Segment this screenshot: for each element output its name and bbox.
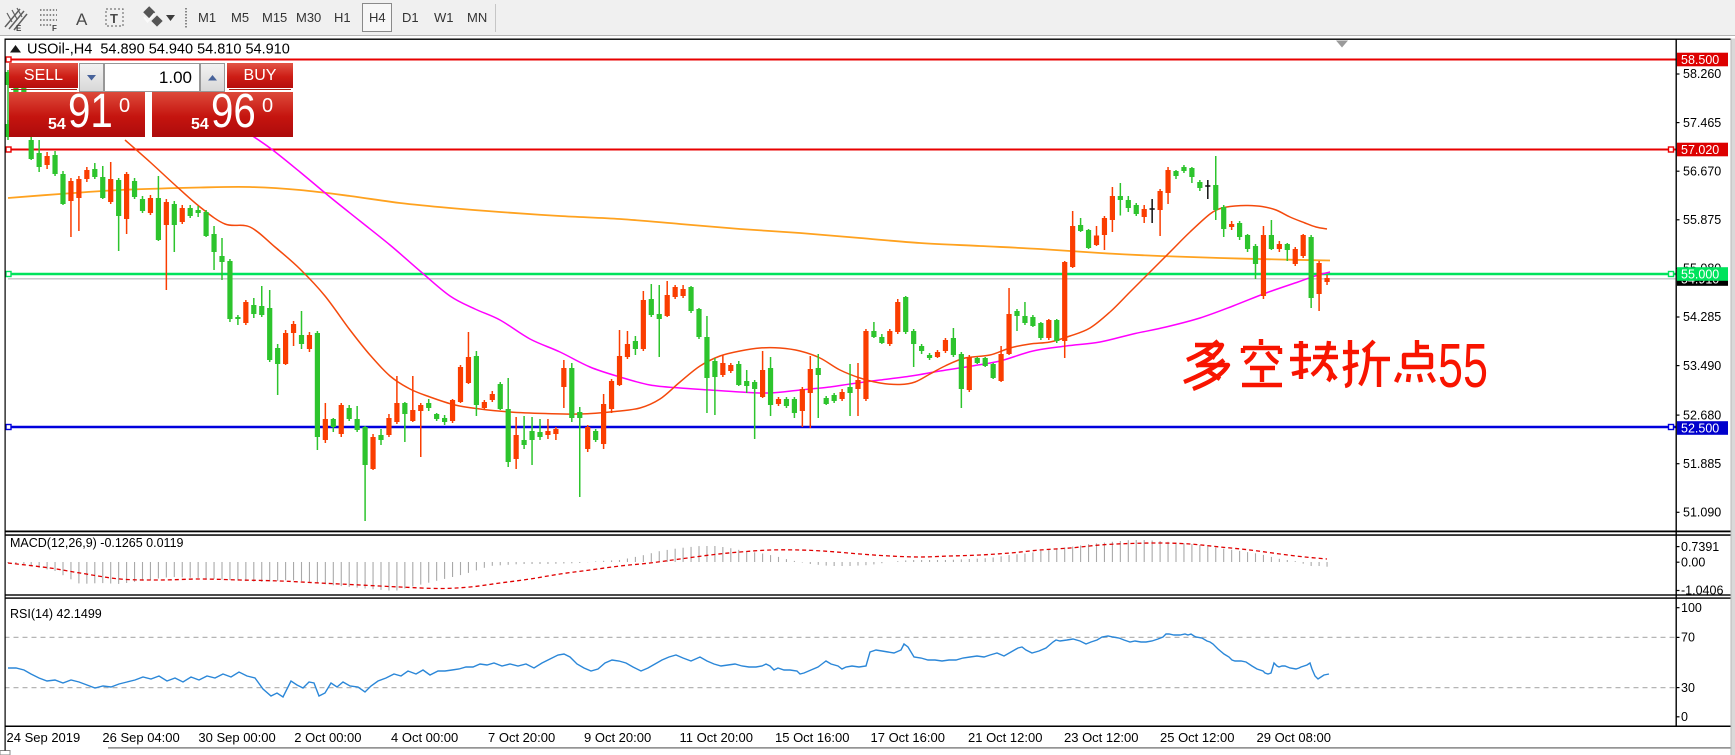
svg-text:2 Oct 00:00: 2 Oct 00:00	[294, 730, 361, 745]
svg-text:17 Oct 16:00: 17 Oct 16:00	[871, 730, 945, 745]
svg-text:0.7391: 0.7391	[1681, 540, 1719, 554]
svg-text:-1.0406: -1.0406	[1681, 584, 1723, 598]
svg-text:53.490: 53.490	[1683, 359, 1721, 373]
svg-text:57.020: 57.020	[1681, 143, 1719, 157]
svg-text:51.090: 51.090	[1683, 506, 1721, 520]
svg-text:25 Oct 12:00: 25 Oct 12:00	[1160, 730, 1234, 745]
svg-text:52.680: 52.680	[1683, 408, 1721, 422]
svg-text:RSI(14) 42.1499: RSI(14) 42.1499	[10, 607, 102, 621]
svg-text:4 Oct 00:00: 4 Oct 00:00	[391, 730, 458, 745]
svg-text:51.885: 51.885	[1683, 457, 1721, 471]
svg-text:56.670: 56.670	[1683, 164, 1721, 178]
svg-text:58.260: 58.260	[1683, 67, 1721, 81]
svg-text:100: 100	[1681, 601, 1702, 615]
svg-text:F: F	[52, 24, 57, 33]
svg-text:29 Oct 08:00: 29 Oct 08:00	[1257, 730, 1331, 745]
svg-text:55.000: 55.000	[1681, 267, 1719, 281]
svg-text:26 Sep 04:00: 26 Sep 04:00	[102, 730, 179, 745]
svg-text:A: A	[76, 10, 88, 29]
svg-text:MACD(12,26,9) -0.1265 0.0119: MACD(12,26,9) -0.1265 0.0119	[10, 536, 184, 550]
svg-text:USOil-,H4 54.890 54.940 54.81: USOil-,H4 54.890 54.940 54.810 54.910	[27, 42, 290, 58]
svg-text:30: 30	[1681, 681, 1695, 695]
svg-text:11 Oct 20:00: 11 Oct 20:00	[680, 730, 753, 745]
svg-text:9 Oct 20:00: 9 Oct 20:00	[584, 730, 651, 745]
svg-text:E: E	[16, 24, 22, 33]
svg-text:0: 0	[1681, 710, 1688, 724]
svg-text:58.500: 58.500	[1681, 53, 1719, 67]
svg-text:0.00: 0.00	[1681, 555, 1705, 569]
svg-text:23 Oct 12:00: 23 Oct 12:00	[1064, 730, 1138, 745]
svg-text:54.285: 54.285	[1683, 310, 1721, 324]
svg-text:57.465: 57.465	[1683, 116, 1721, 130]
svg-text:T: T	[110, 11, 118, 26]
svg-text:7 Oct 20:00: 7 Oct 20:00	[488, 730, 555, 745]
svg-text:52.500: 52.500	[1681, 421, 1719, 435]
svg-text:15 Oct 16:00: 15 Oct 16:00	[775, 730, 849, 745]
svg-text:24 Sep 2019: 24 Sep 2019	[7, 730, 81, 745]
svg-text:55: 55	[1438, 332, 1488, 401]
svg-text:30 Sep 00:00: 30 Sep 00:00	[198, 730, 275, 745]
svg-text:70: 70	[1681, 631, 1695, 645]
svg-text:21 Oct 12:00: 21 Oct 12:00	[968, 730, 1042, 745]
svg-text:55.875: 55.875	[1683, 213, 1721, 227]
